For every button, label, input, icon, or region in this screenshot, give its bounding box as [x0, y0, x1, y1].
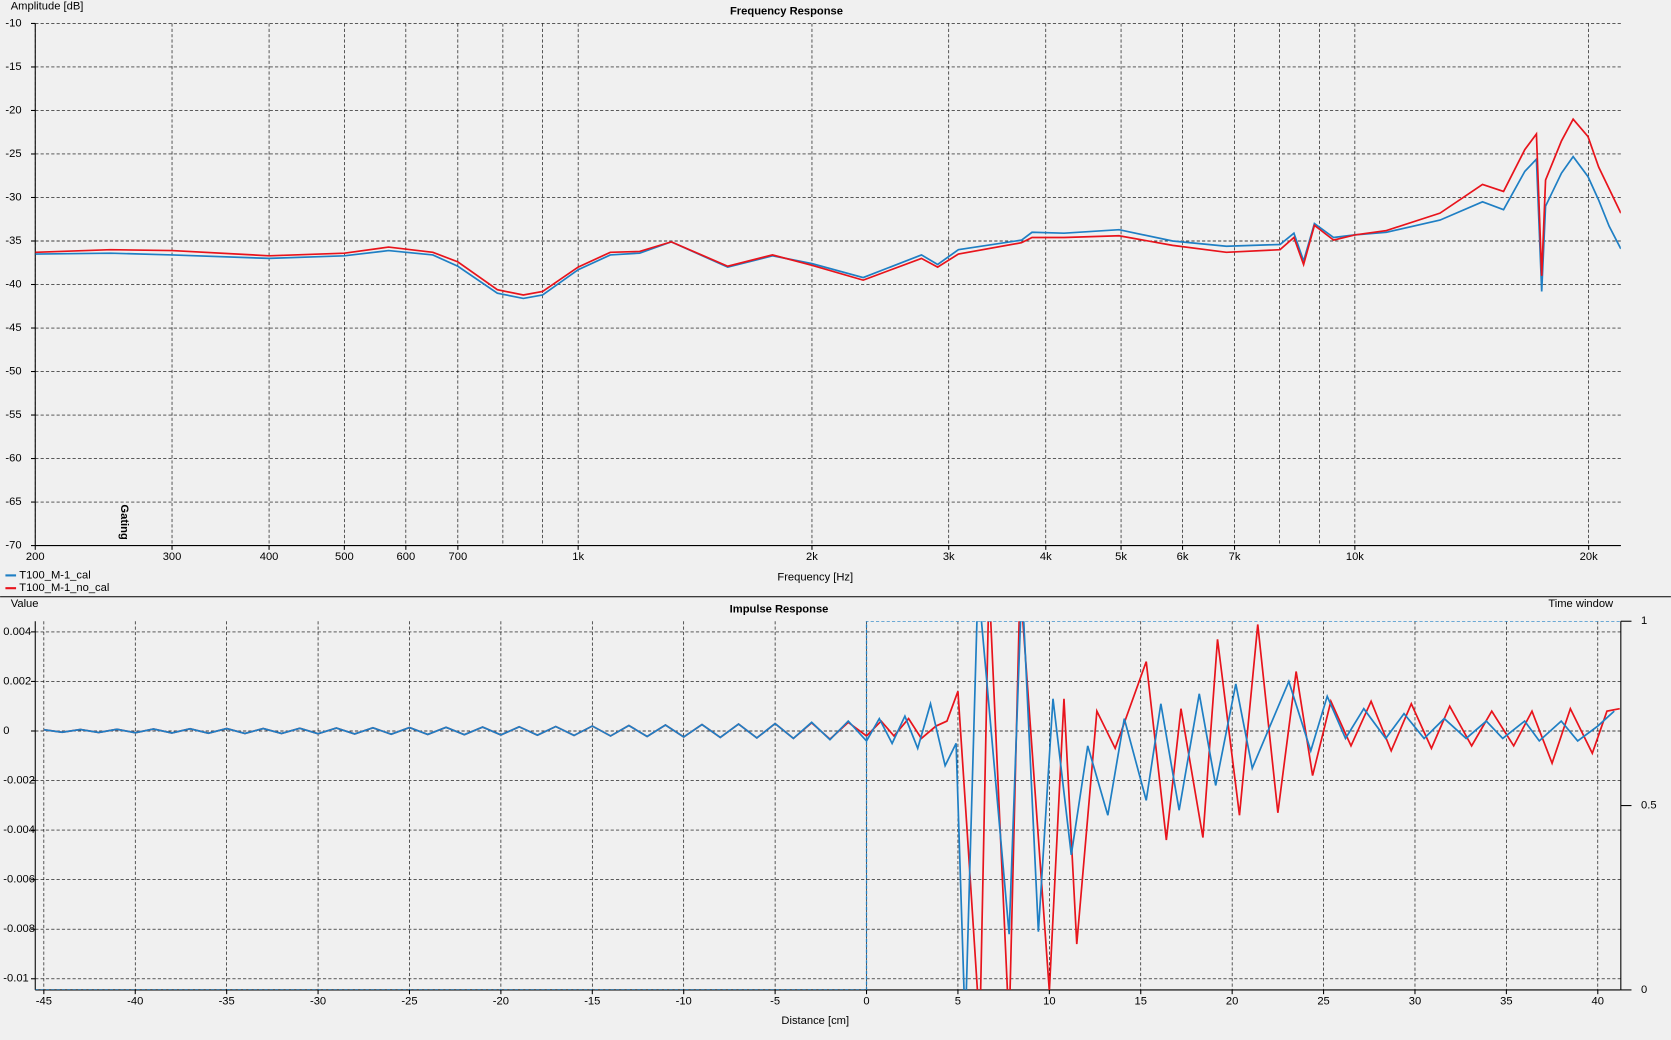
y-tick-label: -55	[5, 409, 21, 421]
x-tick-label: 700	[449, 551, 468, 563]
y-tick-label: 0.002	[3, 675, 31, 687]
marker-label: Gating	[118, 504, 130, 540]
chart-title: Frequency Response	[730, 6, 843, 18]
y-tick-label: -15	[5, 61, 21, 73]
x-tick-label: 500	[335, 551, 354, 563]
y2-tick-label: 0.5	[1641, 800, 1657, 812]
x-tick-label: 20	[1226, 996, 1238, 1008]
x-tick-label: 30	[1409, 996, 1421, 1008]
x-tick-label: 1k	[572, 551, 584, 563]
y-tick-label: -0.002	[3, 775, 35, 787]
legend-label: T100_M-1_cal	[19, 569, 90, 581]
x-tick-label: -35	[219, 996, 235, 1008]
chart-title: Impulse Response	[730, 603, 829, 615]
x-tick-label: 5k	[1115, 551, 1127, 563]
x-tick-label: 3k	[943, 551, 955, 563]
y-tick-label: -30	[5, 191, 21, 203]
x-tick-label: 40	[1592, 996, 1604, 1008]
x-tick-label: 25	[1317, 996, 1329, 1008]
x-tick-label: 15	[1135, 996, 1147, 1008]
x-tick-label: 4k	[1040, 551, 1052, 563]
y-axis-label: Amplitude [dB]	[11, 0, 84, 12]
x-tick-label: -25	[401, 996, 417, 1008]
y-tick-label: -60	[5, 453, 21, 465]
plot-area	[35, 621, 1621, 990]
x-tick-label: 35	[1500, 996, 1512, 1008]
y2-axis-label: Time window	[1548, 598, 1614, 610]
y-tick-label: -25	[5, 148, 21, 160]
x-tick-label: -45	[36, 996, 52, 1008]
x-axis-label: Distance [cm]	[781, 1015, 849, 1027]
x-tick-label: 0	[863, 996, 869, 1008]
y-tick-label: -40	[5, 278, 21, 290]
legend-label: T100_M-1_no_cal	[19, 582, 109, 594]
x-tick-label: 300	[163, 551, 182, 563]
y-tick-label: -65	[5, 496, 21, 508]
y-tick-label: -20	[5, 104, 21, 116]
y-tick-label: -10	[5, 17, 21, 29]
y-tick-label: -0.006	[3, 874, 35, 886]
y-tick-label: -0.008	[3, 923, 35, 935]
x-tick-label: -5	[770, 996, 780, 1008]
x-tick-label: 2k	[806, 551, 818, 563]
x-tick-label: 5	[955, 996, 961, 1008]
y2-tick-label: 0	[1641, 984, 1647, 996]
plot-area	[35, 117, 1621, 300]
y-axis-label: Value	[11, 598, 39, 610]
y-tick-label: -0.01	[3, 973, 28, 985]
x-tick-label: 400	[260, 551, 279, 563]
x-tick-label: -40	[127, 996, 143, 1008]
x-tick-label: 7k	[1229, 551, 1241, 563]
y-tick-label: -35	[5, 235, 21, 247]
x-tick-label: 6k	[1177, 551, 1189, 563]
x-tick-label: -10	[676, 996, 692, 1008]
series-line	[43, 621, 1615, 990]
y-tick-label: -0.004	[3, 824, 35, 836]
y-tick-label: -50	[5, 365, 21, 377]
x-tick-label: 10	[1043, 996, 1055, 1008]
x-tick-label: 200	[26, 551, 45, 563]
series-line	[35, 117, 1621, 296]
y-tick-label: 0.004	[3, 626, 31, 638]
y2-tick-label: 1	[1641, 615, 1647, 627]
x-axis-label: Frequency [Hz]	[777, 571, 853, 583]
y-tick-label: 0	[3, 725, 9, 737]
series-line	[35, 155, 1621, 300]
x-tick-label: -20	[493, 996, 509, 1008]
y-tick-label: -70	[5, 540, 21, 552]
x-tick-label: 600	[397, 551, 416, 563]
x-tick-label: 10k	[1346, 551, 1364, 563]
y-tick-label: -45	[5, 322, 21, 334]
x-tick-label: -30	[310, 996, 326, 1008]
x-tick-label: -15	[584, 996, 600, 1008]
x-tick-label: 20k	[1580, 551, 1598, 563]
